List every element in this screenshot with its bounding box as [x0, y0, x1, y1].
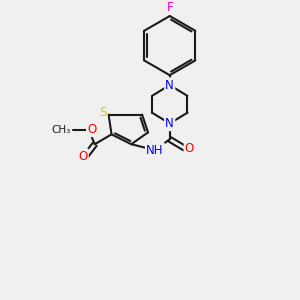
Text: O: O [78, 149, 88, 163]
Text: NH: NH [146, 144, 164, 157]
Text: O: O [87, 123, 96, 136]
Text: S: S [99, 106, 106, 119]
Text: N: N [165, 79, 174, 92]
Text: O: O [185, 142, 194, 155]
Text: CH₃: CH₃ [52, 125, 71, 135]
Text: F: F [167, 1, 173, 13]
Text: N: N [165, 117, 174, 130]
